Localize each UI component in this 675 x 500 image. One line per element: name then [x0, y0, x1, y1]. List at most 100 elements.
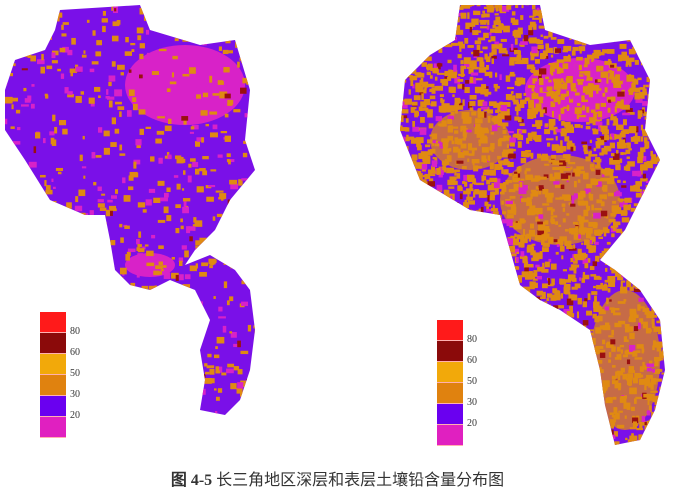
map-cell	[232, 418, 234, 424]
map-cell	[449, 105, 456, 112]
map-cell	[441, 286, 448, 293]
map-cell	[102, 10, 106, 16]
map-cell	[538, 224, 545, 231]
map-cell	[189, 292, 196, 297]
map-cell	[413, 15, 419, 22]
map-cell	[30, 103, 35, 109]
map-cell	[668, 341, 670, 344]
map-cell	[548, 236, 554, 244]
map-cell	[436, 226, 444, 231]
map-cell	[226, 50, 233, 54]
map-cell	[120, 237, 124, 243]
map-cell	[663, 142, 665, 148]
map-cell	[627, 112, 635, 115]
map-cell	[500, 353, 504, 357]
map-cell	[415, 344, 422, 349]
map-cell	[90, 103, 95, 107]
map-cell	[403, 428, 407, 434]
map-cell	[425, 109, 433, 113]
map-cell	[467, 143, 473, 151]
map-cell	[426, 427, 433, 434]
map-cell	[616, 346, 621, 352]
map-cell	[512, 266, 519, 270]
map-cell	[495, 7, 499, 12]
map-cell	[604, 131, 608, 137]
map-cell	[167, 154, 172, 160]
map-cell	[518, 450, 526, 453]
map-cell	[151, 71, 159, 75]
map-cell	[573, 180, 577, 188]
map-cell	[594, 118, 602, 122]
map-cell	[429, 443, 435, 445]
map-cell	[486, 321, 490, 328]
map-cell	[645, 121, 648, 128]
map-cell	[427, 181, 436, 187]
map-cell	[477, 249, 480, 254]
map-cell	[120, 311, 128, 315]
map-cell	[404, 262, 411, 268]
map-cell	[637, 233, 642, 239]
map-cell	[509, 137, 516, 143]
map-cell	[440, 38, 446, 41]
map-cell	[622, 211, 628, 215]
map-cell	[650, 150, 653, 157]
map-cell	[534, 252, 540, 255]
map-cell	[110, 195, 117, 199]
map-cell	[120, 446, 123, 452]
map-cell	[500, 248, 503, 253]
map-cell	[458, 313, 461, 319]
map-cell	[400, 410, 402, 413]
map-cell	[671, 148, 675, 151]
map-cell	[418, 217, 421, 224]
map-cell	[27, 359, 31, 365]
map-cell	[21, 379, 26, 383]
map-cell	[409, 75, 418, 81]
map-cell	[423, 353, 428, 358]
map-cell	[659, 44, 665, 51]
map-cell	[424, 370, 428, 374]
map-cell	[525, 307, 529, 311]
map-cell	[582, 88, 588, 93]
map-cell	[477, 310, 483, 318]
map-cell	[18, 389, 24, 395]
map-cell	[455, 106, 458, 111]
map-cell	[413, 276, 417, 283]
map-cell	[457, 304, 464, 310]
map-cell	[550, 442, 555, 445]
map-cell	[420, 35, 423, 42]
map-cell	[469, 101, 476, 107]
map-cell	[191, 355, 194, 361]
map-cell	[535, 361, 539, 368]
map-cell	[418, 52, 422, 56]
map-cell	[266, 38, 270, 43]
map-cell	[192, 161, 199, 168]
map-cell	[539, 110, 544, 117]
map-cell	[532, 254, 540, 260]
map-cell	[125, 311, 132, 316]
map-cell	[158, 261, 163, 266]
map-cell	[521, 406, 528, 413]
map-cell	[402, 136, 406, 143]
map-cell	[407, 47, 414, 51]
map-cell	[241, 301, 249, 307]
map-cell	[617, 66, 622, 72]
map-cell	[515, 440, 522, 445]
map-cell	[457, 105, 464, 110]
map-cell	[667, 189, 675, 191]
map-cell	[462, 181, 466, 184]
map-cell	[561, 432, 570, 436]
map-cell	[611, 448, 616, 453]
map-cell	[558, 85, 561, 92]
map-cell	[68, 443, 72, 446]
map-cell	[617, 91, 625, 97]
map-cell	[114, 189, 119, 194]
map-cell	[404, 98, 412, 105]
map-cell	[27, 295, 32, 301]
map-cell	[501, 435, 508, 440]
map-cell	[447, 201, 455, 204]
map-cell	[513, 29, 521, 33]
map-cell	[159, 348, 165, 354]
map-cell	[465, 429, 469, 435]
map-cell	[581, 277, 586, 283]
map-cell	[597, 9, 603, 13]
